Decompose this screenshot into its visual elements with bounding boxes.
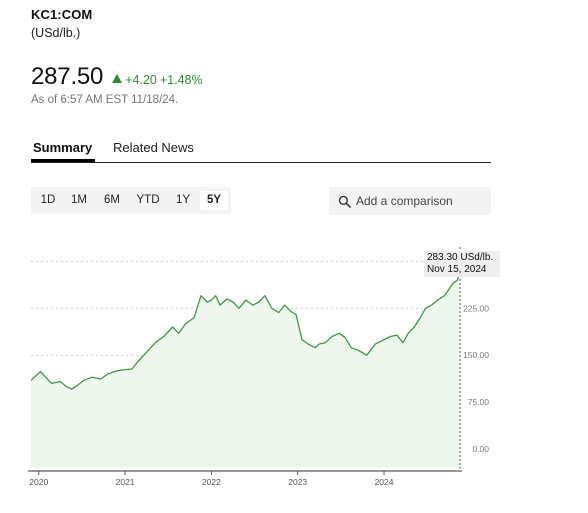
x-tick-label: 2021 — [116, 477, 135, 487]
search-icon — [338, 195, 351, 208]
price-change: +4.20 +1.48% — [112, 72, 203, 87]
price-area-fill — [31, 271, 460, 468]
tab-related-news[interactable]: Related News — [113, 140, 194, 155]
x-tick-label: 2023 — [288, 477, 307, 487]
range-1y-button[interactable]: 1Y — [175, 194, 191, 206]
price-row: 287.50 +4.20 +1.48% — [31, 63, 203, 91]
y-tick-label: 225.00 — [463, 303, 489, 313]
time-range-selector: 1D 1M 6M YTD 1Y 5Y — [31, 187, 231, 214]
up-arrow-icon — [112, 74, 123, 83]
tooltip-date: Nov 15, 2024 — [427, 264, 487, 275]
range-5y-button[interactable]: 5Y — [200, 191, 228, 210]
price-unit: (USd/lb.) — [31, 26, 81, 40]
change-percent: +1.48% — [159, 72, 203, 87]
y-tick-label: 75.00 — [468, 397, 490, 407]
tab-summary[interactable]: Summary — [30, 140, 96, 162]
tooltip-value: 283.30 USd/lb. — [427, 252, 494, 263]
add-comparison-input[interactable]: Add a comparison — [329, 187, 491, 215]
y-tick-label: 150.00 — [463, 350, 489, 360]
change-value: +4.20 — [125, 72, 157, 87]
range-1d-button[interactable]: 1D — [40, 194, 56, 206]
y-tick-label: 0.00 — [472, 444, 489, 454]
x-tick-label: 2022 — [202, 477, 221, 487]
chart-tooltip: 283.30 USd/lb. Nov 15, 2024 — [424, 251, 500, 277]
x-tick-label: 2020 — [29, 477, 48, 487]
range-ytd-button[interactable]: YTD — [136, 194, 160, 206]
chart-axes: 2020 2021 2022 2023 2024 — [28, 470, 462, 487]
last-price: 287.50 — [31, 63, 104, 90]
price-line — [30, 271, 461, 390]
x-tick-label: 2024 — [375, 477, 394, 487]
as-of-timestamp: As of 6:57 AM EST 11/18/24. — [31, 94, 179, 106]
tab-bar: Summary Related News — [30, 138, 491, 163]
range-1m-button[interactable]: 1M — [71, 194, 87, 206]
add-comparison-placeholder: Add a comparison — [356, 194, 453, 208]
ticker-symbol: KC1:COM — [31, 7, 93, 22]
range-6m-button[interactable]: 6M — [104, 194, 120, 206]
